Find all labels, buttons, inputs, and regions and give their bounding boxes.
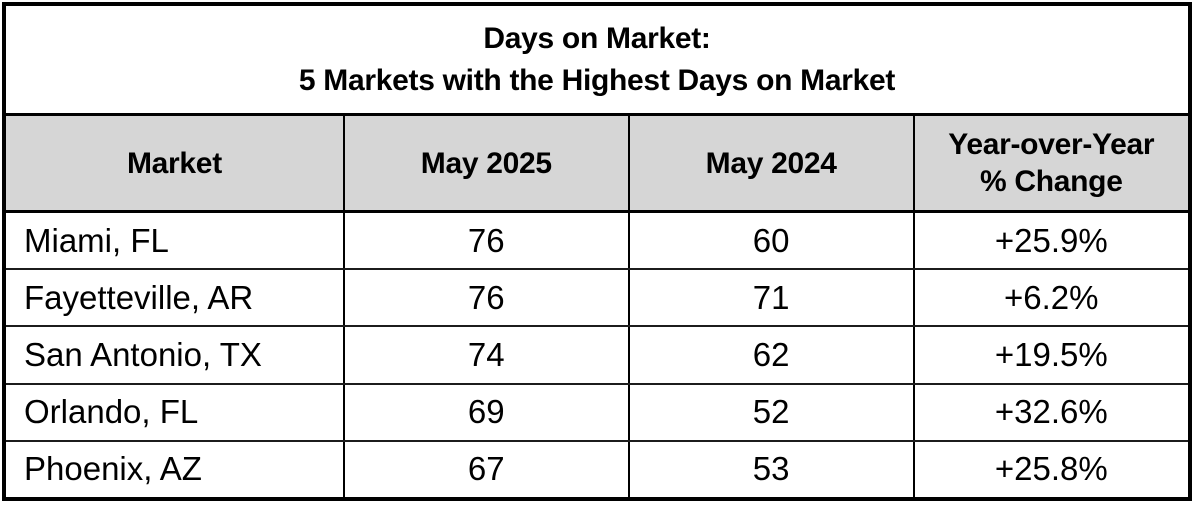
- header-cell-market: Market: [126, 146, 222, 180]
- yoy-change-cell: +25.9%: [912, 213, 1188, 269]
- table-row: Phoenix, AZ 67 53 +25.8%: [6, 441, 1188, 498]
- may-2024-cell: 53: [627, 441, 913, 498]
- may-2024-cell: 71: [627, 270, 913, 326]
- table-row: Miami, FL 76 60 +25.9%: [6, 213, 1188, 271]
- table-header-row: Market May 2025 May 2024 Year-over-Year …: [6, 116, 1188, 213]
- may-2024-cell: 52: [627, 384, 913, 440]
- header-cell-may-2024: May 2024: [627, 116, 913, 210]
- may-2025-cell: 67: [342, 441, 628, 498]
- table-body: Miami, FL 76 60 +25.9% Fayetteville, AR …: [6, 213, 1188, 498]
- market-cell: San Antonio, TX: [24, 336, 262, 373]
- may-2024-cell: 62: [627, 327, 913, 383]
- table-row: Fayetteville, AR 76 71 +6.2%: [6, 270, 1188, 328]
- yoy-change-cell: +19.5%: [912, 327, 1188, 383]
- header-cell-may-2025: May 2025: [342, 116, 628, 210]
- days-on-market-table: Days on Market: 5 Markets with the Highe…: [2, 2, 1192, 501]
- may-2025-cell: 76: [342, 270, 628, 326]
- yoy-change-cell: +32.6%: [912, 384, 1188, 440]
- may-2025-cell: 74: [342, 327, 628, 383]
- market-cell: Orlando, FL: [24, 393, 199, 431]
- header-cell-yoy-change: Year-over-Year % Change: [912, 116, 1188, 210]
- may-2025-cell: 69: [342, 384, 628, 440]
- market-cell: Fayetteville, AR: [24, 278, 254, 316]
- page-title: Days on Market: 5 Markets with the Highe…: [6, 6, 1188, 116]
- table-row: San Antonio, TX 74 62 +19.5%: [6, 327, 1188, 385]
- yoy-change-cell: +6.2%: [912, 270, 1188, 326]
- market-cell: Miami, FL: [24, 221, 169, 259]
- table-row: Orlando, FL 69 52 +32.6%: [6, 384, 1188, 442]
- market-cell: Phoenix, AZ: [24, 450, 202, 488]
- may-2024-cell: 60: [627, 213, 913, 269]
- may-2025-cell: 76: [342, 213, 628, 269]
- yoy-change-cell: +25.8%: [912, 441, 1188, 498]
